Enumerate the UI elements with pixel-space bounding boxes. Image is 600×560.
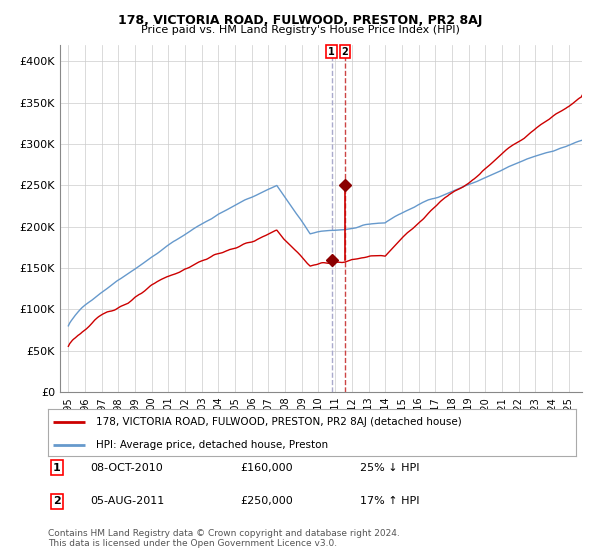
Text: 178, VICTORIA ROAD, FULWOOD, PRESTON, PR2 8AJ (detached house): 178, VICTORIA ROAD, FULWOOD, PRESTON, PR… bbox=[95, 417, 461, 427]
Text: £250,000: £250,000 bbox=[240, 496, 293, 506]
Text: 17% ↑ HPI: 17% ↑ HPI bbox=[360, 496, 419, 506]
Text: 2: 2 bbox=[53, 496, 61, 506]
Text: 08-OCT-2010: 08-OCT-2010 bbox=[90, 463, 163, 473]
Text: 1: 1 bbox=[53, 463, 61, 473]
Text: 25% ↓ HPI: 25% ↓ HPI bbox=[360, 463, 419, 473]
Text: £160,000: £160,000 bbox=[240, 463, 293, 473]
Text: 1: 1 bbox=[328, 46, 335, 57]
Text: 05-AUG-2011: 05-AUG-2011 bbox=[90, 496, 164, 506]
Text: Price paid vs. HM Land Registry's House Price Index (HPI): Price paid vs. HM Land Registry's House … bbox=[140, 25, 460, 35]
Text: Contains HM Land Registry data © Crown copyright and database right 2024.: Contains HM Land Registry data © Crown c… bbox=[48, 529, 400, 538]
Text: HPI: Average price, detached house, Preston: HPI: Average price, detached house, Pres… bbox=[95, 440, 328, 450]
Text: This data is licensed under the Open Government Licence v3.0.: This data is licensed under the Open Gov… bbox=[48, 539, 337, 548]
Text: 178, VICTORIA ROAD, FULWOOD, PRESTON, PR2 8AJ: 178, VICTORIA ROAD, FULWOOD, PRESTON, PR… bbox=[118, 14, 482, 27]
Text: 2: 2 bbox=[341, 46, 349, 57]
